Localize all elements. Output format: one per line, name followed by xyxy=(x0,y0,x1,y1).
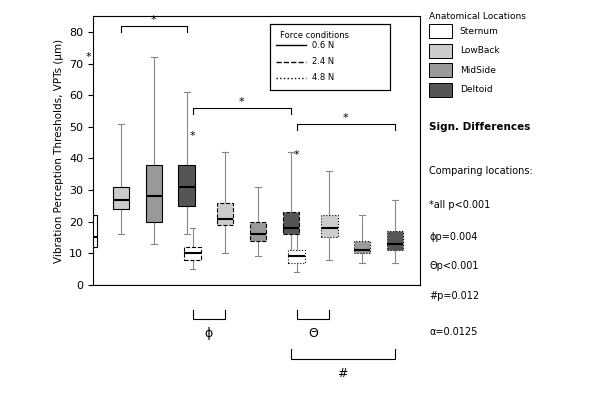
Text: 4.8 N: 4.8 N xyxy=(312,73,334,82)
Text: Deltoid: Deltoid xyxy=(460,85,493,94)
Bar xyxy=(146,165,162,222)
Bar xyxy=(113,187,130,209)
Text: #: # xyxy=(337,367,348,380)
Text: Anatomical Locations: Anatomical Locations xyxy=(429,12,526,21)
Text: Sternum: Sternum xyxy=(460,26,499,35)
Text: Force conditions: Force conditions xyxy=(280,31,349,40)
Text: Sign. Differences: Sign. Differences xyxy=(429,122,530,132)
Bar xyxy=(289,250,305,263)
Bar xyxy=(184,247,201,260)
Bar xyxy=(429,63,452,77)
Bar xyxy=(178,165,195,206)
Text: *all p<0.001: *all p<0.001 xyxy=(429,200,490,210)
Text: Θ: Θ xyxy=(308,327,318,340)
Text: Θp<0.001: Θp<0.001 xyxy=(429,261,479,271)
Text: Comparing locations:: Comparing locations: xyxy=(429,166,533,176)
Bar xyxy=(80,215,97,247)
Text: MidSide: MidSide xyxy=(460,66,496,75)
Text: LowBack: LowBack xyxy=(460,46,499,55)
Bar xyxy=(429,24,452,38)
Text: #p=0.012: #p=0.012 xyxy=(429,291,479,301)
Text: *: * xyxy=(239,97,244,107)
Text: 0.6 N: 0.6 N xyxy=(312,41,334,50)
Text: *: * xyxy=(151,15,157,25)
Bar xyxy=(250,222,266,241)
Bar xyxy=(321,215,338,238)
Bar xyxy=(217,203,233,225)
Text: *: * xyxy=(86,53,91,62)
Text: 2.4 N: 2.4 N xyxy=(312,57,334,66)
Bar xyxy=(283,212,299,234)
Bar xyxy=(429,44,452,57)
Text: *: * xyxy=(190,131,196,141)
Text: α=0.0125: α=0.0125 xyxy=(429,327,478,337)
Bar xyxy=(354,241,370,253)
Text: ϕ: ϕ xyxy=(205,327,213,340)
Text: ϕp=0.004: ϕp=0.004 xyxy=(429,232,478,242)
Bar xyxy=(429,83,452,97)
Text: *: * xyxy=(294,150,299,160)
Text: *: * xyxy=(343,113,349,123)
Y-axis label: Vibration Perception Thresholds, VPTs (μm): Vibration Perception Thresholds, VPTs (μ… xyxy=(53,39,64,263)
Bar xyxy=(386,231,403,250)
